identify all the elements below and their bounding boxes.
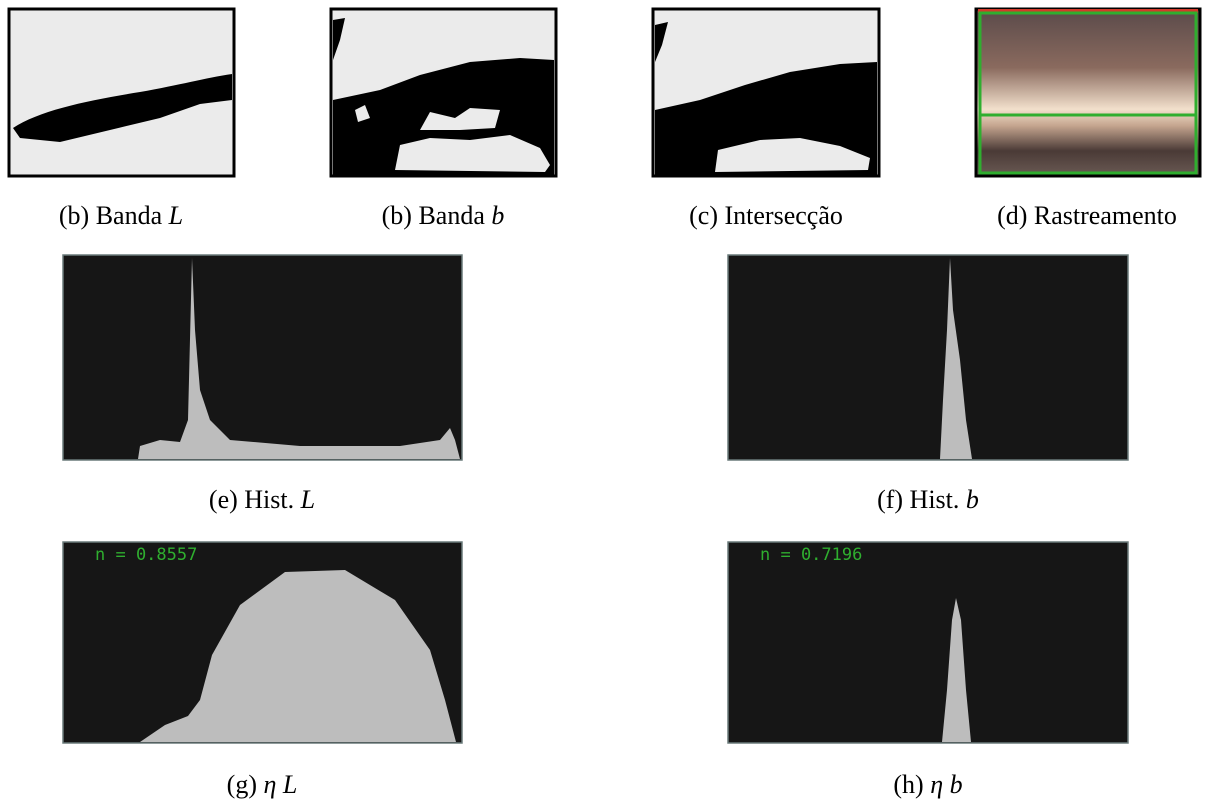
figure: n = 0.8557 n = 0.7196 (b) Banda L (b) Ba… xyxy=(0,0,1221,807)
caption-label: (b) Banda xyxy=(59,201,163,230)
caption: (d) Rastreamento xyxy=(997,201,1177,230)
caption-label: (e) Hist. xyxy=(209,485,294,514)
caption: (h) η b xyxy=(893,770,962,799)
caption-label: (g) xyxy=(227,770,257,799)
caption-var: L xyxy=(168,201,183,230)
caption-var: η L xyxy=(263,770,297,799)
caption: (c) Intersecção xyxy=(689,201,843,230)
caption-var: b xyxy=(491,201,504,230)
caption-var: L xyxy=(300,485,315,514)
overlay-text: n = 0.8557 xyxy=(95,545,197,565)
page: n = 0.8557 n = 0.7196 (b) Banda L (b) Ba… xyxy=(0,0,1221,807)
overlay-text: n = 0.7196 xyxy=(760,545,862,565)
image-eta-l: n = 0.8557 xyxy=(63,542,462,743)
image-intersection xyxy=(653,9,879,176)
caption-label: (h) xyxy=(893,770,923,799)
caption-label: (b) Banda xyxy=(382,201,486,230)
caption: (b) Banda b xyxy=(382,201,505,230)
caption: (f) Hist. b xyxy=(877,485,979,514)
image-band-l xyxy=(9,9,234,176)
image-hist-b xyxy=(728,255,1128,460)
caption: (b) Banda L xyxy=(59,201,183,230)
caption: (g) η L xyxy=(227,770,298,799)
caption-label: (f) Hist. xyxy=(877,485,959,514)
image-band-b xyxy=(331,9,556,176)
caption-var: b xyxy=(966,485,979,514)
image-tracking xyxy=(976,9,1200,176)
caption-var: η b xyxy=(930,770,962,799)
caption: (e) Hist. L xyxy=(209,485,315,514)
image-hist-l xyxy=(63,255,462,460)
image-eta-b: n = 0.7196 xyxy=(728,542,1128,743)
